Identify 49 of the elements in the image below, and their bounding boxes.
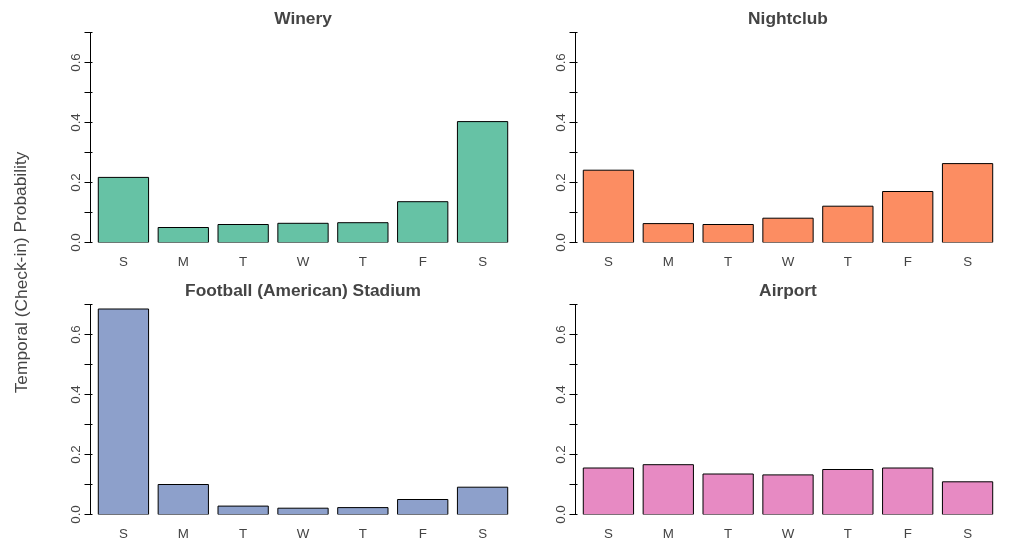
y-tick-label: 0.0 [552, 233, 568, 252]
y-tick-label: 0.2 [67, 173, 83, 192]
x-tick-label: T [724, 253, 733, 269]
x-tick-label: S [478, 525, 488, 541]
chart-title: Football (American) Stadium [185, 279, 421, 300]
x-tick-label: S [478, 253, 488, 269]
y-tick-label: 0.4 [552, 384, 568, 404]
y-tick-label: 0.4 [67, 384, 83, 404]
x-tick-label: W [296, 253, 310, 269]
y-tick-label: 0.0 [67, 505, 83, 524]
x-tick-label: W [781, 253, 795, 269]
x-tick-label: T [843, 253, 852, 269]
y-axis-title: Temporal (Check-in) Probability [10, 151, 31, 394]
x-tick-label: F [418, 253, 427, 269]
x-tick-label: T [724, 525, 733, 541]
y-tick-label: 0.6 [552, 53, 568, 72]
x-tick-label: F [418, 525, 427, 541]
y-tick-label: 0.2 [552, 173, 568, 192]
x-tick-label: S [118, 525, 128, 541]
y-tick-label: 0.0 [552, 505, 568, 524]
chart-title: Winery [274, 7, 333, 28]
x-tick-label: S [963, 525, 973, 541]
chart-title: Nightclub [748, 7, 828, 28]
y-tick-label: 0.2 [552, 445, 568, 464]
y-tick-label: 0.0 [67, 233, 83, 252]
x-tick-label: T [843, 525, 852, 541]
x-tick-label: M [662, 253, 674, 269]
x-tick-label: M [177, 525, 189, 541]
x-tick-label: W [296, 525, 310, 541]
x-tick-label: F [903, 253, 912, 269]
x-tick-label: S [603, 525, 613, 541]
x-tick-label: T [239, 253, 248, 269]
x-tick-label: T [239, 525, 248, 541]
y-tick-label: 0.6 [552, 325, 568, 344]
y-tick-label: 0.4 [67, 112, 83, 132]
x-tick-label: S [963, 253, 973, 269]
x-tick-label: M [662, 525, 674, 541]
y-tick-label: 0.6 [67, 53, 83, 72]
x-tick-label: M [177, 253, 189, 269]
y-tick-label: 0.2 [67, 445, 83, 464]
x-tick-label: S [603, 253, 613, 269]
x-tick-label: T [358, 253, 367, 269]
y-tick-label: 0.6 [67, 325, 83, 344]
x-tick-label: F [903, 525, 912, 541]
chart-title: Airport [759, 279, 818, 300]
x-tick-label: W [781, 525, 795, 541]
y-tick-label: 0.4 [552, 112, 568, 132]
x-tick-label: T [358, 525, 367, 541]
x-tick-label: S [118, 253, 128, 269]
